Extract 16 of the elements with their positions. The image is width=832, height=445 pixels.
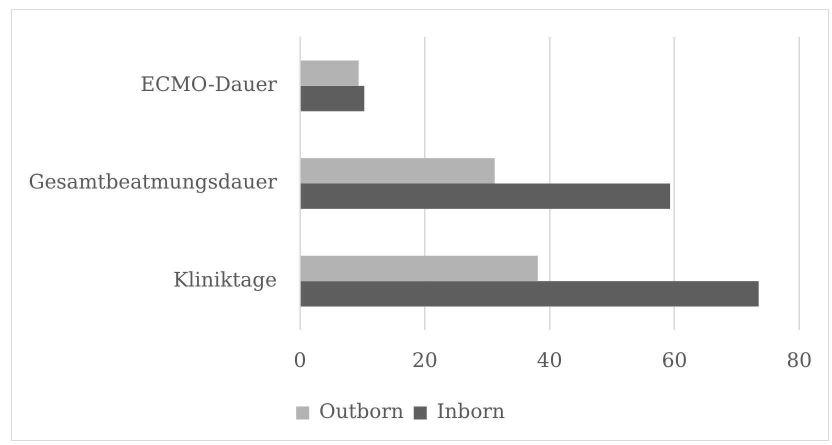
legend-label: Inborn xyxy=(436,399,505,424)
bar xyxy=(300,60,359,86)
bar xyxy=(300,158,495,184)
x-tick-label: 0 xyxy=(294,348,306,372)
x-tick-label: 40 xyxy=(536,348,562,372)
legend-label: Outborn xyxy=(319,399,404,424)
bar xyxy=(300,86,364,112)
y-tick-label: Gesamtbeatmungsdauer xyxy=(28,170,278,194)
bar xyxy=(300,281,759,307)
y-tick-label: ECMO-Dauer xyxy=(140,72,278,96)
x-tick-label: 80 xyxy=(786,348,812,372)
y-tick-label: Kliniktage xyxy=(173,267,277,292)
x-tick-label: 60 xyxy=(662,348,688,372)
x-tick-label: 20 xyxy=(412,348,438,372)
bar xyxy=(300,256,538,282)
bar xyxy=(300,184,670,209)
